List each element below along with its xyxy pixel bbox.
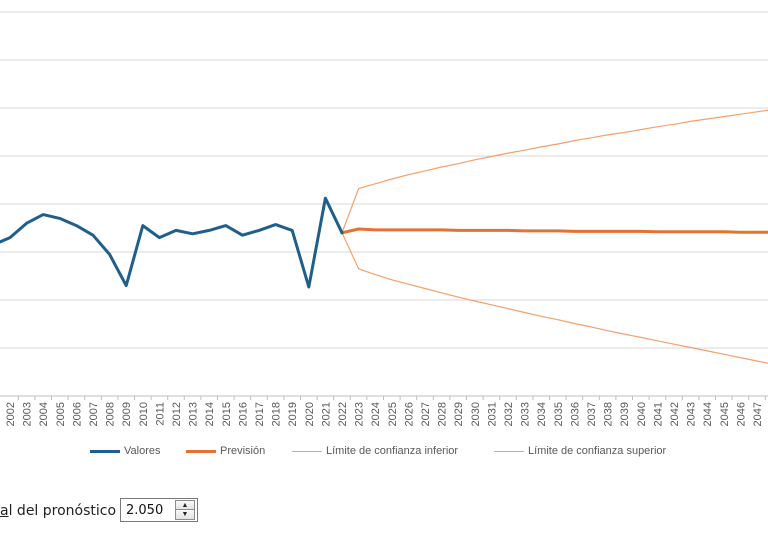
x-tick-label: 2017	[254, 402, 266, 426]
forecast-chart: 2002 2003 2004 2005 2006 2007 2008 2009 2010 2011…	[0, 11, 768, 426]
x-tick-label: 2037	[586, 402, 598, 426]
series-line-limite-superior	[341, 109, 768, 234]
x-tick-label: 2005	[55, 402, 67, 426]
legend-item-valores: Valores	[90, 445, 160, 457]
x-tick-label: 2006	[71, 402, 83, 426]
x-tick-label: 2009	[121, 402, 133, 426]
chart-legend: Valores Previsión Límite de confianza in…	[0, 445, 768, 463]
x-tick-label: 2024	[370, 402, 382, 426]
legend-label-limite-superior: Límite de confianza superior	[528, 445, 667, 457]
x-tick-label: 2022	[337, 402, 349, 426]
x-tick-label: 2031	[486, 402, 498, 426]
x-tick-label: 2010	[138, 402, 150, 426]
legend-swatch-valores	[90, 449, 120, 453]
x-tick-label: 2033	[520, 402, 532, 426]
series-line-prevision	[340, 227, 768, 235]
x-tick-label: 2046	[735, 402, 747, 426]
legend-item-limite-superior: Límite de confianza superior	[494, 445, 666, 457]
x-tick-label: 2014	[204, 402, 216, 426]
legend-swatch-limite-inferior	[292, 450, 322, 452]
x-tick-label: 2020	[304, 402, 316, 426]
x-tick-label: 2026	[403, 402, 415, 426]
forecast-end-row: al del pronóstico ▲ ▼	[0, 497, 768, 527]
legend-item-prevision: Previsión	[186, 445, 265, 457]
chart-gridlines	[0, 11, 768, 397]
x-axis: 2002 2003 2004 2005 2006 2007 2008 2009 2010 2011…	[5, 396, 766, 426]
chart-series	[0, 109, 768, 364]
x-tick-label: 2004	[38, 402, 50, 426]
caret-up-icon: ▲	[181, 501, 189, 509]
x-tick-label: 2036	[569, 402, 581, 426]
x-tick-label: 2025	[387, 402, 399, 426]
x-tick-label: 2028	[437, 402, 449, 426]
spinner-buttons: ▲ ▼	[175, 500, 195, 520]
series-line-valores	[0, 196, 344, 289]
x-tick-label: 2008	[105, 402, 117, 426]
x-tick-label: 2044	[702, 402, 714, 426]
x-tick-label: 2043	[686, 402, 698, 426]
legend-item-limite-inferior: Límite de confianza inferior	[292, 445, 458, 457]
x-tick-label: 2019	[287, 402, 299, 426]
x-tick-label: 2011	[154, 402, 166, 426]
x-tick-label: 2013	[188, 402, 200, 426]
spin-up-button[interactable]: ▲	[175, 500, 195, 510]
x-tick-label: 2040	[636, 402, 648, 426]
x-tick-label: 2018	[271, 402, 283, 426]
x-tick-label: 2041	[652, 402, 664, 426]
forecast-end-label: al del pronóstico	[0, 503, 117, 519]
caret-down-icon: ▼	[181, 511, 189, 518]
x-tick-label: 2045	[719, 402, 731, 426]
legend-swatch-prevision	[186, 449, 216, 453]
series-line-limite-inferior	[341, 232, 768, 364]
x-tick-label: 2002	[5, 402, 17, 426]
x-tick-label: 2034	[536, 402, 548, 426]
legend-swatch-limite-superior	[494, 450, 524, 452]
x-tick-label: 2015	[221, 402, 233, 426]
x-tick-label: 2039	[619, 402, 631, 426]
x-tick-label: 2016	[237, 402, 249, 426]
x-tick-label: 2032	[503, 402, 515, 426]
x-tick-label: 2035	[553, 402, 565, 426]
legend-label-valores: Valores	[124, 445, 161, 457]
x-tick-label: 2029	[453, 402, 465, 426]
x-tick-label: 2007	[88, 402, 100, 426]
x-tick-label: 2012	[171, 402, 183, 426]
x-tick-label: 2038	[603, 402, 615, 426]
forecast-end-input[interactable]	[121, 499, 173, 521]
x-tick-label: 2047	[752, 402, 764, 426]
x-tick-label: 2003	[22, 402, 34, 426]
x-tick-label: 2021	[320, 402, 332, 426]
spin-down-button[interactable]: ▼	[175, 510, 195, 520]
x-tick-label: 2030	[470, 402, 482, 426]
legend-label-prevision: Previsión	[220, 445, 266, 457]
x-tick-label: 2042	[669, 402, 681, 426]
forecast-end-spinner[interactable]: ▲ ▼	[120, 498, 198, 522]
x-tick-label: 2023	[354, 402, 366, 426]
legend-label-limite-inferior: Límite de confianza inferior	[326, 445, 459, 457]
x-tick-label: 2027	[420, 402, 432, 426]
